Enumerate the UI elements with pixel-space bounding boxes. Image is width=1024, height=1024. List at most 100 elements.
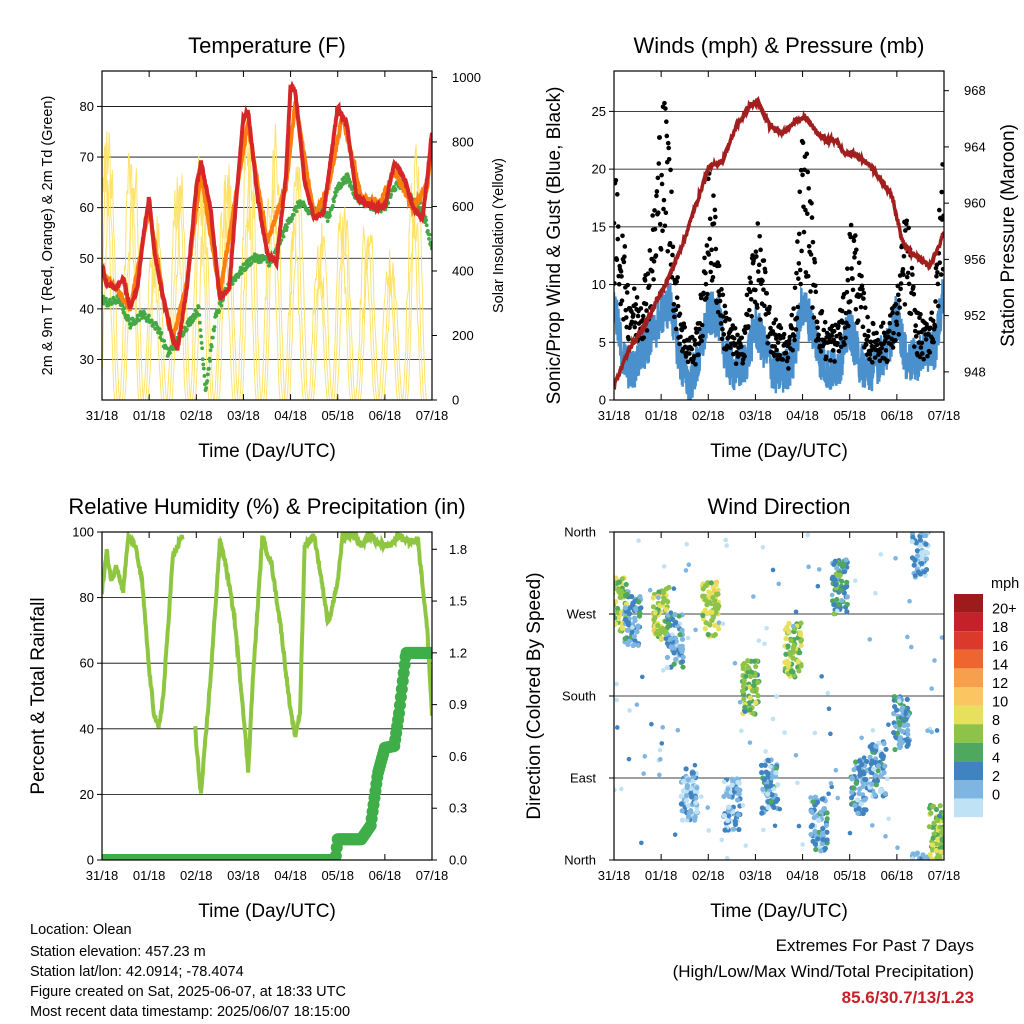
direction-point	[700, 612, 706, 618]
direction-point	[637, 594, 643, 600]
dewpoint-point	[200, 346, 205, 351]
gust-point	[618, 269, 624, 274]
direction-point	[650, 604, 657, 610]
direction-point	[764, 625, 769, 631]
gust-point	[622, 244, 628, 249]
gust-point	[669, 189, 674, 195]
y2-tick-label: 1.5	[449, 594, 467, 609]
gust-point	[671, 302, 677, 307]
y-tick-label: East	[570, 771, 596, 786]
dewpoint-point	[147, 313, 151, 318]
gust-point	[665, 140, 671, 146]
gust-point	[615, 224, 621, 229]
direction-point	[627, 708, 632, 713]
gust-point	[879, 345, 885, 351]
direction-point	[678, 793, 684, 799]
x-tick-label: 05/18	[833, 408, 866, 423]
direction-point	[931, 831, 937, 837]
gust-point	[672, 314, 677, 320]
gust-point	[745, 312, 750, 318]
direction-point	[823, 822, 830, 829]
gust-point	[910, 272, 915, 277]
y2-tick-label: 600	[452, 199, 474, 214]
direction-point	[624, 627, 631, 633]
x-tick-label: 07/18	[416, 408, 449, 423]
direction-point	[724, 543, 729, 548]
direction-point	[816, 567, 822, 572]
direction-point	[839, 597, 845, 604]
direction-point	[703, 620, 709, 626]
y2-tick-label: 0.3	[449, 801, 467, 816]
gust-point	[682, 324, 688, 330]
direction-point	[937, 813, 942, 819]
humidity-line	[102, 532, 185, 729]
gust-point	[836, 323, 841, 329]
direction-point	[872, 792, 878, 798]
direction-point	[706, 828, 712, 833]
direction-point	[877, 788, 884, 795]
chart-title: Temperature (F)	[188, 33, 346, 58]
gust-point	[621, 259, 627, 265]
gust-point	[674, 295, 680, 300]
gust-point	[718, 321, 724, 326]
gust-point	[659, 181, 665, 187]
direction-point	[740, 803, 746, 808]
gust-point	[822, 319, 828, 325]
y2-tick-label: 952	[964, 308, 986, 323]
gust-point	[713, 214, 718, 220]
direction-point	[849, 789, 855, 795]
gust-point	[816, 337, 822, 342]
y2-tick-label: 956	[964, 252, 986, 267]
direction-point	[808, 808, 814, 814]
direction-point	[657, 602, 663, 608]
gust-point	[883, 348, 889, 353]
direction-point	[867, 754, 873, 760]
direction-point	[656, 589, 662, 595]
legend-swatch	[954, 668, 983, 687]
direction-point	[608, 623, 613, 628]
gust-point	[755, 305, 760, 310]
gust-point	[633, 302, 638, 307]
gust-point	[662, 223, 668, 229]
x-axis-label: Time (Day/UTC)	[710, 441, 848, 462]
direction-point	[931, 820, 937, 826]
gust-point	[623, 315, 629, 320]
direction-point	[894, 707, 900, 713]
direction-point	[851, 767, 857, 773]
gust-point	[632, 324, 638, 330]
direction-point	[788, 638, 794, 644]
direction-point	[908, 644, 914, 650]
y-tick-label: 80	[80, 99, 94, 114]
gust-point	[815, 325, 820, 331]
gust-point	[624, 290, 630, 295]
y2-tick-label: 800	[452, 134, 474, 149]
gust-point	[867, 356, 872, 362]
gust-point	[911, 291, 917, 297]
gust-point	[874, 330, 879, 336]
direction-point	[689, 794, 695, 800]
direction-point	[710, 595, 716, 601]
direction-point	[759, 805, 765, 811]
gust-point	[872, 355, 878, 360]
direction-point	[685, 635, 691, 641]
direction-point	[847, 830, 853, 836]
direction-point	[798, 638, 804, 644]
gust-point	[692, 342, 698, 347]
direction-point	[829, 592, 835, 598]
direction-point	[771, 804, 777, 810]
x-tick-label: 05/18	[321, 408, 354, 423]
legend-label: 2	[992, 769, 1000, 785]
gust-point	[846, 323, 851, 329]
dewpoint-point	[159, 331, 164, 335]
gust-point	[858, 293, 863, 298]
gust-point	[711, 221, 717, 226]
chart-title: Winds (mph) & Pressure (mb)	[634, 33, 925, 58]
gust-point	[938, 272, 944, 277]
direction-point	[819, 841, 826, 847]
gust-point	[793, 327, 799, 332]
direction-point	[832, 582, 839, 588]
gust-point	[792, 285, 798, 291]
direction-point	[642, 754, 648, 759]
solar-insolation-line	[380, 269, 401, 400]
y-tick-label: 25	[592, 104, 606, 119]
